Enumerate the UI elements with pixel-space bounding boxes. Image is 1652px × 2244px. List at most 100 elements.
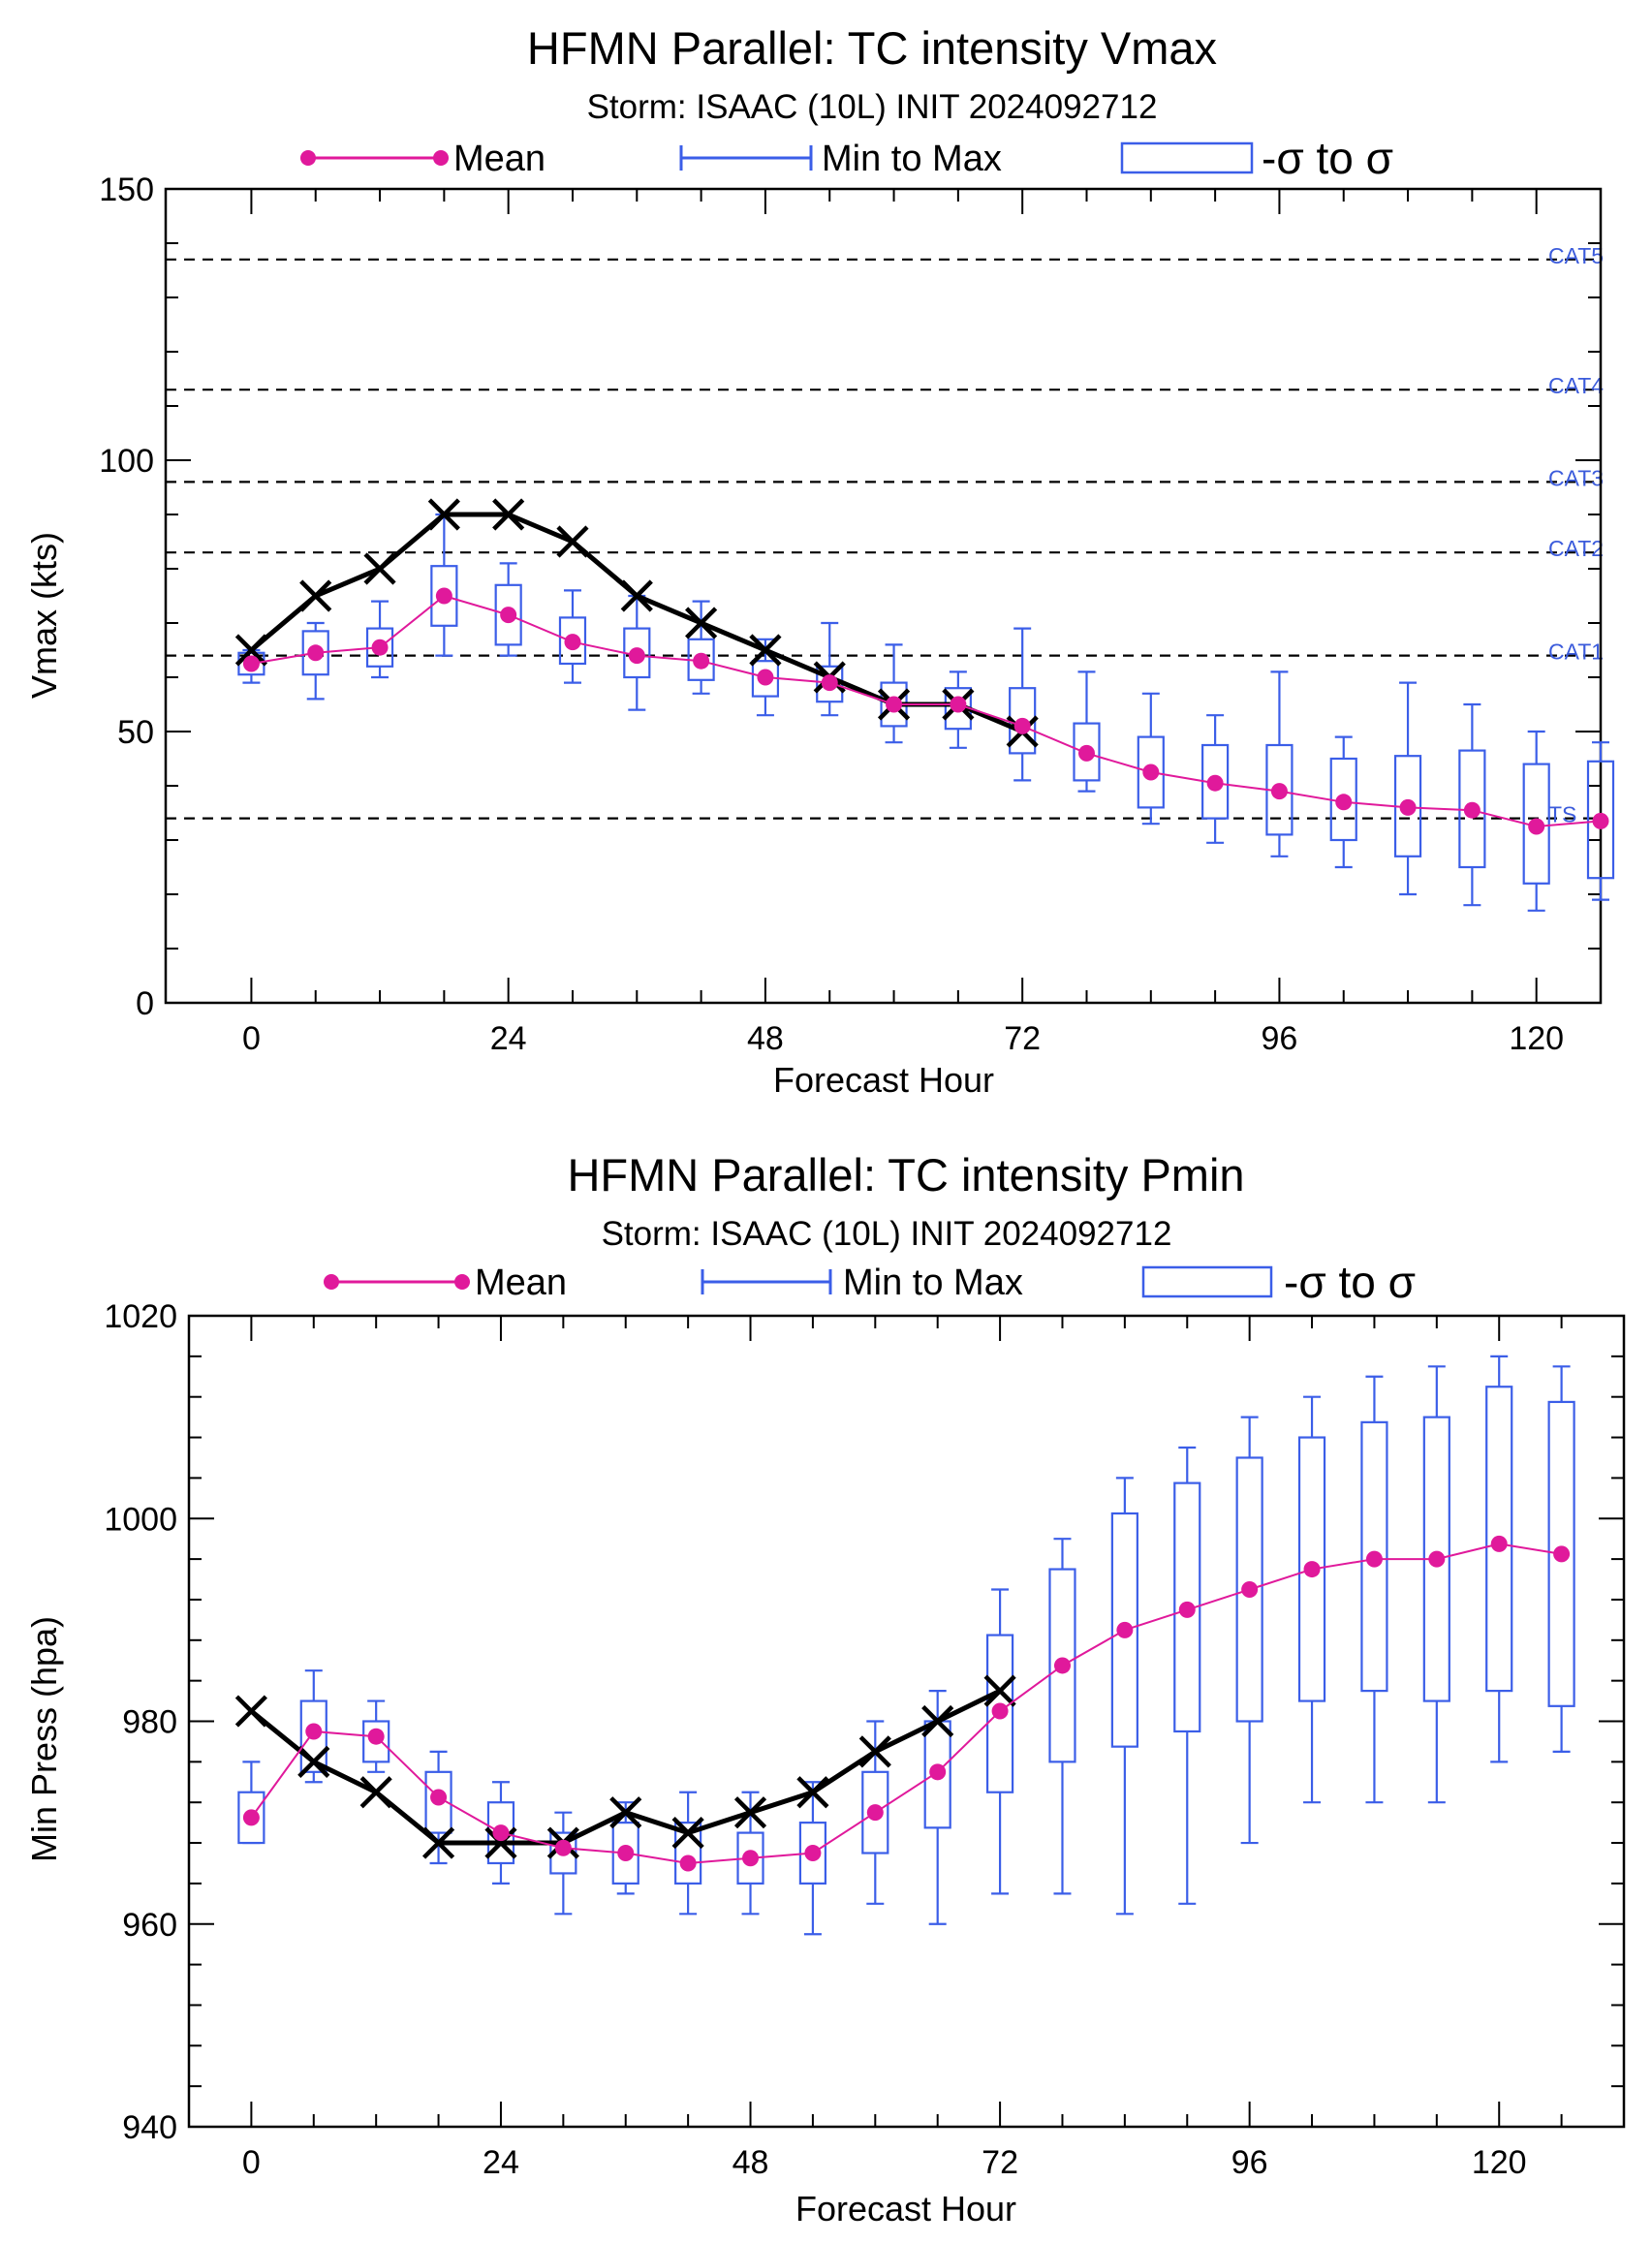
observed-x-marker-icon: [556, 525, 589, 558]
x-tick-label: 72: [1004, 1020, 1041, 1057]
category-label-cat1: CAT1: [1548, 639, 1604, 665]
legend-sigma-box: [1120, 141, 1254, 174]
y-tick-label: 0: [136, 985, 154, 1022]
sigma-box: [301, 630, 329, 676]
observed-x-marker-icon: [421, 1826, 455, 1859]
observed-x-marker-icon: [297, 1745, 330, 1778]
observed-x-marker-icon: [733, 1796, 767, 1829]
mean-point: [307, 644, 325, 662]
mean-point: [693, 652, 710, 670]
x-stroke: [620, 579, 653, 612]
mean-point: [1528, 818, 1545, 835]
observed-x-marker-icon: [234, 1695, 267, 1728]
mean-point: [1553, 1545, 1571, 1563]
y-tick-label: 50: [117, 714, 154, 751]
mean-point: [430, 1789, 448, 1806]
legend-range-label: Min to Max: [822, 139, 1002, 179]
mean-point: [1077, 744, 1095, 762]
x-stroke: [363, 552, 396, 585]
observed-x-marker-icon: [234, 634, 268, 667]
mean-point: [564, 634, 581, 651]
mean-point: [371, 639, 389, 656]
mean-point: [1013, 717, 1031, 734]
sigma-box: [558, 616, 587, 666]
observed-x-marker-icon: [685, 607, 718, 639]
legend-sigma-box: [1141, 1265, 1273, 1298]
sigma-box: [1137, 735, 1165, 809]
y-tick-label: 940: [122, 2109, 177, 2146]
mean-point: [500, 607, 517, 624]
observed-x-marker-icon: [484, 1826, 517, 1859]
x-stroke: [921, 1704, 954, 1738]
mean-point: [628, 647, 645, 665]
x-stroke: [733, 1796, 767, 1829]
x-stroke: [685, 607, 718, 639]
mean-point: [305, 1723, 323, 1740]
x-tick-label: 0: [242, 1020, 261, 1057]
x-stroke: [492, 498, 525, 531]
chart-subtitle-pmin: Storm: ISAAC (10L) INIT 2024092712: [602, 1215, 1172, 1253]
x-stroke: [609, 1796, 642, 1829]
observed-x-marker-icon: [796, 1776, 829, 1809]
legend-mean-label: Mean: [453, 139, 545, 179]
mean-point: [991, 1702, 1009, 1720]
sigma-box: [1235, 1456, 1263, 1723]
plot-frame: [187, 1314, 1626, 2129]
x-stroke: [427, 498, 460, 531]
mean-point: [1335, 794, 1353, 811]
chart-subtitle-vmax: Storm: ISAAC (10L) INIT 2024092712: [587, 88, 1158, 126]
sigma-box: [1547, 1400, 1575, 1707]
sigma-box: [365, 627, 394, 668]
plot-area-pmin: 940 960 980 1000 1020 0 24 48 72 96 120: [104, 1298, 1626, 2181]
mean-point: [1053, 1657, 1071, 1674]
category-label-cat5: CAT5: [1548, 243, 1604, 268]
sigma-box: [736, 1831, 764, 1886]
x-axis-title-pmin: Forecast Hour: [795, 2189, 1016, 2228]
legend-vmax: Mean Min to Max -σ to σ: [300, 133, 1393, 183]
sigma-box: [1360, 1420, 1388, 1693]
sigma-box: [611, 1822, 639, 1886]
observed-x-marker-icon: [363, 552, 396, 585]
legend-sigma-label: -σ to σ: [1284, 1257, 1416, 1307]
x-stroke: [484, 1826, 517, 1859]
sigma-box: [1173, 1481, 1201, 1733]
category-label-cat2: CAT2: [1548, 536, 1604, 561]
x-stroke: [234, 1695, 267, 1728]
x-stroke: [556, 525, 589, 558]
x-stroke: [671, 1816, 704, 1850]
x-tick-label: 96: [1231, 2144, 1268, 2181]
mean-line: [250, 1543, 1562, 1864]
legend-range-label: Min to Max: [843, 1262, 1023, 1303]
x-axis-title-vmax: Forecast Hour: [773, 1060, 994, 1100]
legend-mean-marker-icon: [324, 1274, 339, 1290]
x-stroke: [299, 579, 332, 612]
mean-point: [242, 1809, 260, 1826]
mean-point: [1241, 1580, 1259, 1598]
y-tick-label: 1000: [104, 1501, 177, 1538]
mean-point: [886, 696, 903, 713]
mean-point: [950, 696, 967, 713]
x-stroke: [421, 1826, 455, 1859]
x-stroke: [796, 1776, 829, 1809]
mean-point: [1428, 1550, 1446, 1568]
x-stroke: [297, 1745, 330, 1778]
sigma-box: [1110, 1512, 1138, 1748]
legend-sigma-label: -σ to σ: [1262, 133, 1393, 183]
observed-x-marker-icon: [983, 1674, 1016, 1707]
y-tick-label: 1020: [104, 1298, 177, 1335]
mean-point: [1463, 801, 1481, 819]
x-stroke: [749, 634, 782, 667]
observed-x-marker-icon: [620, 579, 653, 612]
legend-mean-marker-icon: [454, 1274, 470, 1290]
mean-point: [804, 1845, 822, 1862]
x-tick-label: 24: [483, 2144, 519, 2181]
sigma-box: [674, 1822, 702, 1886]
mean-point: [1303, 1561, 1321, 1578]
mean-point: [554, 1839, 572, 1856]
mean-point: [367, 1728, 385, 1745]
legend-mean-label: Mean: [475, 1262, 567, 1303]
sigma-box: [299, 1699, 327, 1773]
sigma-box: [424, 1770, 452, 1834]
mean-point: [742, 1850, 760, 1867]
